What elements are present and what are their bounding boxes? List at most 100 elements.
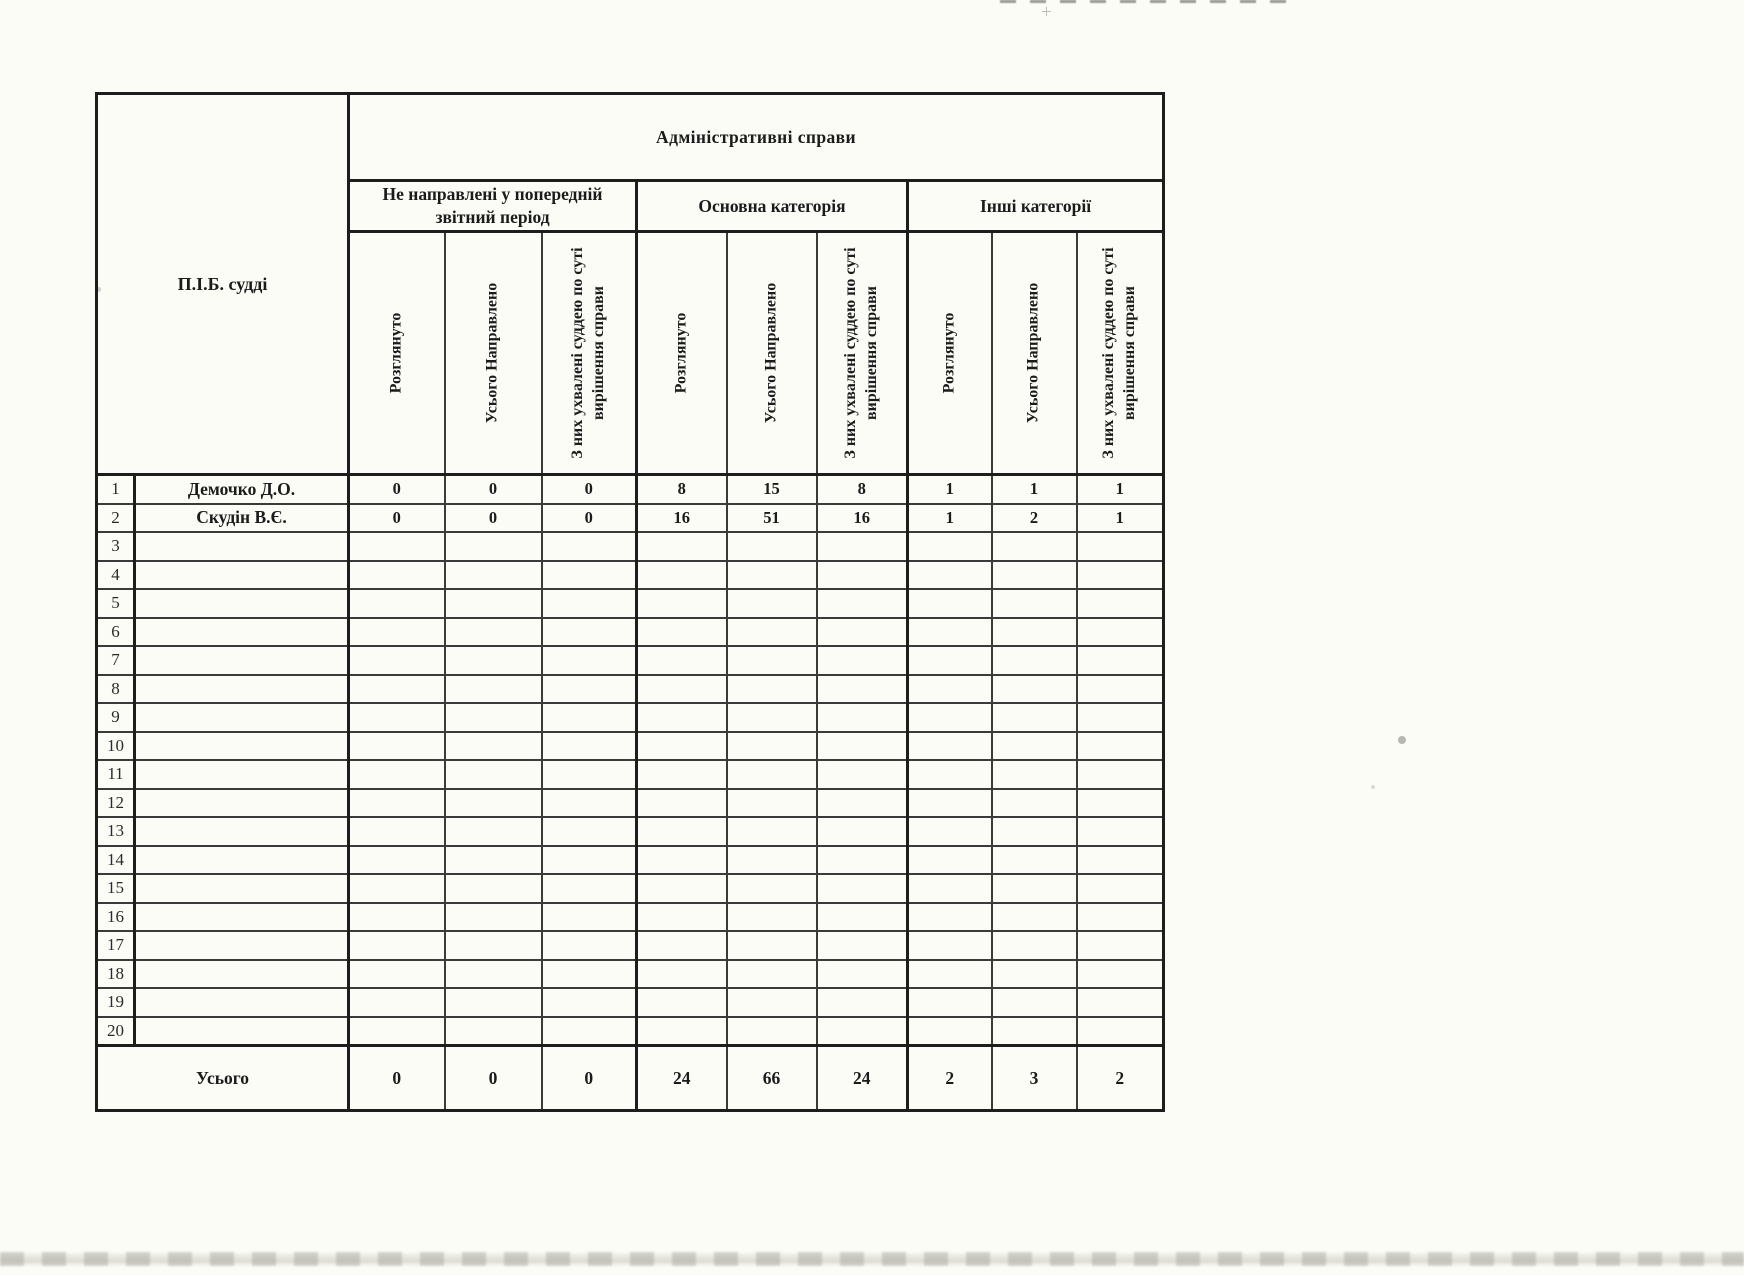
value-cell [990,759,1078,790]
row-number: 6 [95,616,136,647]
value-cell [725,901,818,932]
value-cell [815,787,909,818]
value-cell [815,759,909,790]
judge-name-cell [133,787,350,818]
row-number: 9 [95,702,136,733]
value-cell [990,873,1078,904]
value-cell [725,645,818,676]
table-row: 11 [95,759,1165,790]
judge-name-cell [133,930,350,961]
value-cell [990,645,1078,676]
value-cell: 1 [906,473,993,505]
table-row: 13 [95,816,1165,847]
value-cell [540,1015,638,1047]
row-number: 10 [95,730,136,761]
table-row: 15 [95,873,1165,904]
group-header-not-sent-previous-period: Не направлені у попередній звітний періо… [347,179,638,233]
value-cell [443,787,543,818]
value-cell [990,816,1078,847]
value-cell [540,588,638,619]
judge-name-cell [133,816,350,847]
judge-name-cell [133,673,350,704]
value-cell [635,616,728,647]
value-cell [725,616,818,647]
rotated-label: З них ухвалені суддею по суті вирішення … [568,247,607,459]
judge-name-cell [133,987,350,1018]
value-cell [990,787,1078,818]
value-cell [815,616,909,647]
value-cell [906,958,993,989]
judge-name-cell [133,588,350,619]
total-row: Усього 0 0 0 24 66 24 2 3 2 [95,1044,1165,1112]
value-cell: 1 [1075,502,1165,533]
row-number: 17 [95,930,136,961]
value-cell [635,531,728,562]
value-cell [443,930,543,961]
value-cell [540,673,638,704]
value-cell [990,987,1078,1018]
value-cell [635,958,728,989]
value-cell [990,702,1078,733]
table-row: 6 [95,616,1165,647]
value-cell [347,987,446,1018]
value-cell [725,702,818,733]
value-cell [990,901,1078,932]
subheader-considered-g1: Розглянуто [347,230,446,476]
value-cell [443,702,543,733]
judge-name-cell: Скудін В.Є. [133,502,350,533]
value-cell [635,673,728,704]
value-cell [443,673,543,704]
value-cell [540,987,638,1018]
table-body: 1 Демочко Д.О. 0 0 0 8 15 8 1 1 1 2 Скудін В.Є. 0 0 0 16… [95,473,1165,1047]
judge-name-cell [133,901,350,932]
value-cell [347,1015,446,1047]
value-cell [906,844,993,875]
value-cell [443,873,543,904]
value-cell: 0 [540,473,638,505]
table-row: 5 [95,588,1165,619]
value-cell [443,958,543,989]
value-cell [725,673,818,704]
value-cell [443,559,543,590]
row-number: 1 [95,473,136,505]
value-cell [815,958,909,989]
value-cell [815,901,909,932]
value-cell [635,588,728,619]
value-cell [540,759,638,790]
value-cell [635,730,728,761]
value-cell [815,531,909,562]
total-value-cell: 24 [635,1044,728,1112]
value-cell [443,730,543,761]
value-cell [906,645,993,676]
value-cell [635,930,728,961]
value-cell: 2 [990,502,1078,533]
value-cell [990,673,1078,704]
group-header-other-categories: Інші категорії [906,179,1165,233]
corner-header-judge-name: П.І.Б. судді [95,92,350,476]
row-number: 4 [95,559,136,590]
value-cell: 1 [990,473,1078,505]
value-cell [540,616,638,647]
table-row: 9 [95,702,1165,733]
value-cell [906,1015,993,1047]
row-number: 11 [95,759,136,790]
table-row: 8 [95,673,1165,704]
subheader-decided-on-merits-g2: З них ухвалені суддею по суті вирішення … [815,230,909,476]
value-cell [906,559,993,590]
value-cell [540,873,638,904]
table-row: 16 [95,901,1165,932]
value-cell [906,616,993,647]
table-row: 12 [95,787,1165,818]
total-value-cell: 0 [443,1044,543,1112]
value-cell [725,1015,818,1047]
value-cell [906,987,993,1018]
value-cell: 1 [1075,473,1165,505]
value-cell [347,901,446,932]
value-cell [1075,730,1165,761]
value-cell [906,702,993,733]
value-cell [540,702,638,733]
row-number: 16 [95,901,136,932]
subheader-decided-on-merits-g1: З них ухвалені суддею по суті вирішення … [540,230,638,476]
value-cell [540,901,638,932]
value-cell [906,930,993,961]
